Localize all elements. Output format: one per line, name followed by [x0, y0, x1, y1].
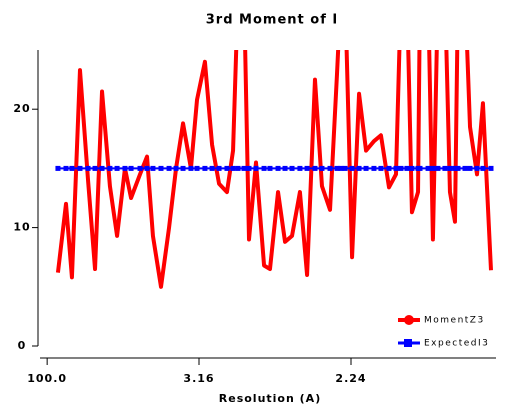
marker	[69, 165, 75, 171]
chart-title: 3rd Moment of I	[206, 13, 338, 28]
legend-label: MomentZ3	[424, 316, 485, 326]
marker	[173, 165, 179, 171]
marker	[404, 165, 410, 171]
marker	[378, 165, 384, 171]
marker	[144, 165, 150, 171]
marker	[480, 165, 486, 171]
marker	[99, 165, 105, 171]
marker	[253, 165, 259, 171]
marker	[158, 165, 164, 171]
marker	[282, 165, 288, 171]
marker	[128, 165, 134, 171]
marker	[194, 165, 200, 171]
plot-area	[55, 50, 494, 289]
marker	[55, 165, 61, 171]
marker	[267, 165, 273, 171]
marker	[430, 165, 436, 171]
marker	[417, 165, 423, 171]
marker	[338, 165, 344, 171]
y-tick-label: 10	[13, 221, 30, 234]
marker	[275, 165, 281, 171]
marker	[188, 165, 194, 171]
legend-label: ExpectedI3	[424, 339, 489, 349]
series-line	[55, 50, 493, 289]
x-tick-label: 100.0	[27, 372, 67, 385]
marker	[107, 165, 113, 171]
marker	[180, 165, 186, 171]
marker	[425, 165, 431, 171]
legend-marker	[404, 315, 414, 325]
marker	[462, 165, 468, 171]
marker	[435, 165, 441, 171]
marker	[393, 165, 399, 171]
marker	[304, 165, 310, 171]
marker	[455, 165, 461, 171]
marker	[334, 165, 340, 171]
marker	[122, 165, 128, 171]
marker	[349, 165, 355, 171]
marker	[467, 165, 473, 171]
marker	[319, 165, 325, 171]
marker	[114, 165, 120, 171]
marker	[442, 165, 448, 171]
marker	[150, 165, 156, 171]
x-tick-label: 2.24	[335, 372, 366, 385]
y-tick-label: 20	[13, 102, 30, 115]
marker	[409, 165, 415, 171]
marker	[241, 165, 247, 171]
marker	[92, 165, 98, 171]
marker	[209, 165, 215, 171]
x-tick-label: 3.16	[183, 372, 214, 385]
marker	[77, 165, 83, 171]
marker	[342, 165, 348, 171]
marker	[312, 165, 318, 171]
marker	[363, 165, 369, 171]
marker	[230, 165, 236, 171]
legend-marker	[404, 339, 412, 347]
marker	[452, 165, 458, 171]
marker	[327, 165, 333, 171]
marker	[356, 165, 362, 171]
marker	[261, 165, 267, 171]
marker	[216, 165, 222, 171]
marker	[474, 165, 480, 171]
marker	[371, 165, 377, 171]
marker	[202, 165, 208, 171]
marker	[447, 165, 453, 171]
x-axis-label: Resolution (A)	[219, 392, 321, 405]
marker	[289, 165, 295, 171]
marker	[488, 165, 494, 171]
marker	[224, 165, 230, 171]
marker	[85, 165, 91, 171]
marker	[297, 165, 303, 171]
marker	[235, 165, 241, 171]
marker	[386, 165, 392, 171]
marker	[398, 165, 404, 171]
marker	[166, 165, 172, 171]
marker	[137, 165, 143, 171]
marker	[63, 165, 69, 171]
marker	[246, 165, 252, 171]
y-tick-label: 0	[18, 339, 27, 352]
